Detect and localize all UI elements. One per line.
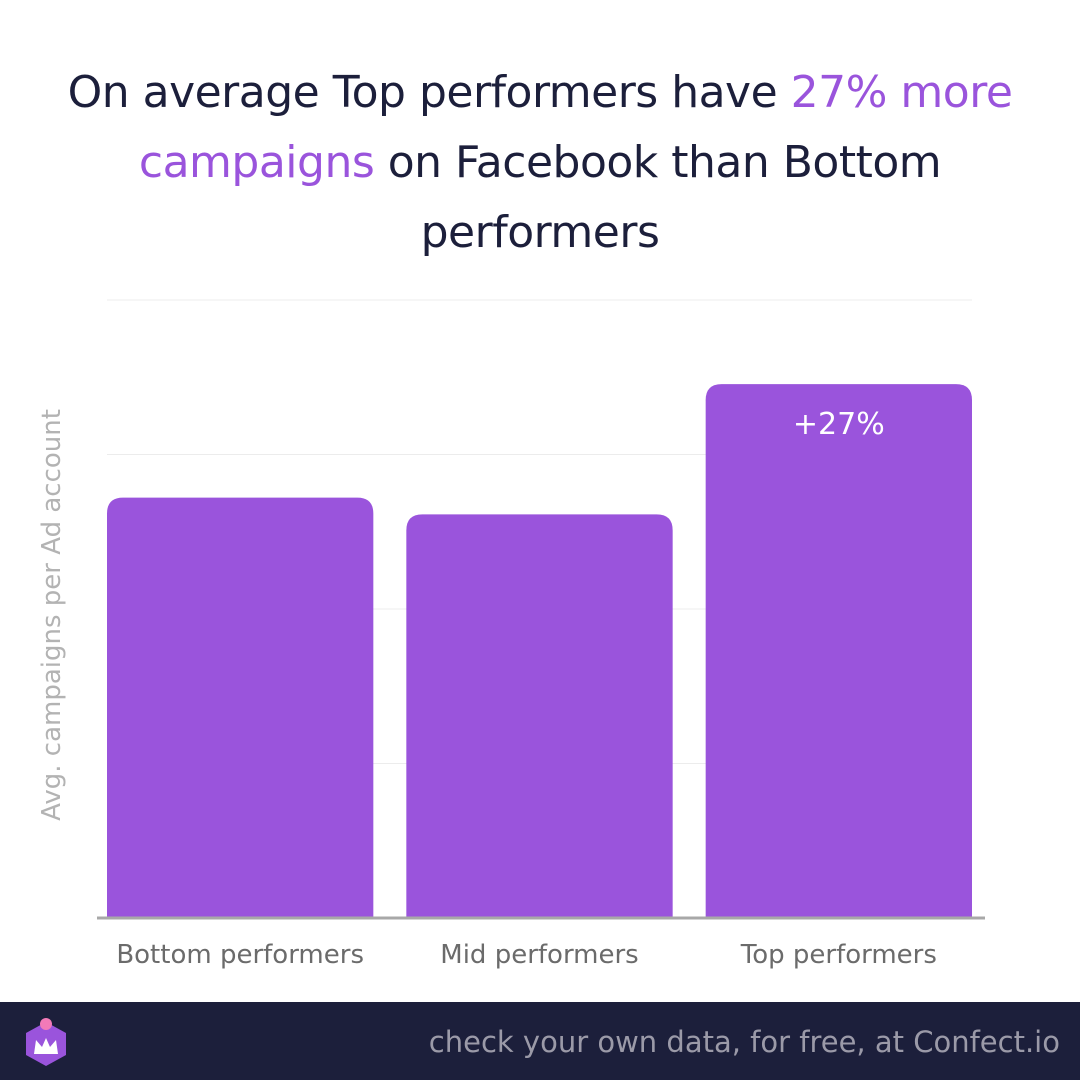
footer-text[interactable]: check your own data, for free, at Confec… — [428, 1025, 1060, 1059]
bar-mid-performers — [406, 514, 673, 918]
data-label: +27% — [793, 407, 885, 442]
title-part2: on Facebook than Bottom performers — [374, 137, 942, 258]
bar-top-performers — [705, 384, 972, 918]
x-tick-label: Bottom performers — [116, 940, 364, 970]
footer-bar: check your own data, for free, at Confec… — [0, 1002, 1080, 1080]
bar-chart: +27% Bottom performers Mid performers Top … — [37, 299, 985, 970]
x-tick-label: Top performers — [740, 940, 937, 970]
y-axis-label: Avg. campaigns per Ad account — [37, 409, 67, 821]
title-highlight: 27% more campaigns — [138, 67, 1013, 188]
x-tick-labels: Bottom performers Mid performers Top perfo… — [116, 940, 937, 970]
bars: +27% — [107, 384, 972, 918]
title-part1: On average Top performers have — [67, 67, 791, 118]
x-tick-label: Mid performers — [440, 940, 638, 970]
bar-bottom-performers — [107, 497, 374, 918]
confect-crown-logo-icon[interactable] — [18, 1016, 74, 1072]
chart-title: On average Top performers have 27% more … — [40, 58, 1040, 268]
